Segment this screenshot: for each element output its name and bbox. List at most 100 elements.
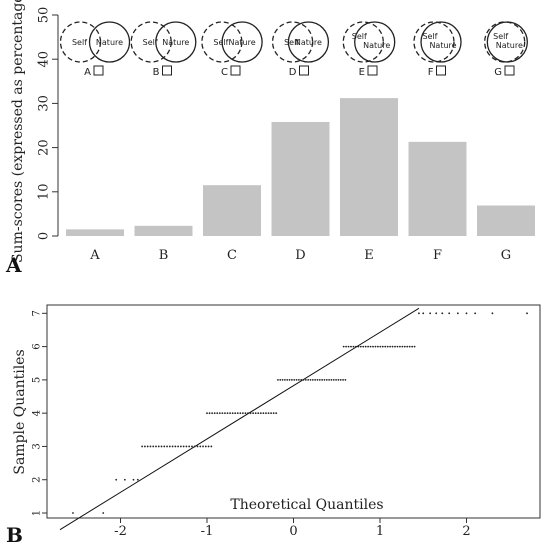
sample-point xyxy=(309,378,312,381)
self-circle xyxy=(484,21,526,63)
self-circle xyxy=(130,21,172,63)
sample-point xyxy=(284,378,286,381)
panel-label-a: A xyxy=(5,253,22,277)
sample-point xyxy=(491,312,494,315)
sample-point xyxy=(163,445,166,448)
sample-point xyxy=(389,345,392,348)
option-checkbox[interactable] xyxy=(93,65,104,76)
x-tick-labels-a: A B C D E F G xyxy=(89,248,511,263)
sample-point xyxy=(342,378,344,381)
panel-b-qq-plot: 1 2 3 4 5 6 7 -2 -1 0 1 2 Theoretical Quantiles Sa… xyxy=(6,304,541,547)
x-tick-label-a: G xyxy=(501,248,511,263)
bar-d xyxy=(271,121,330,236)
y-tick-label-a: 30 xyxy=(37,95,52,112)
sample-point xyxy=(328,378,331,381)
sample-point xyxy=(146,445,149,448)
nature-label: Nature xyxy=(429,41,456,50)
self-label: Self xyxy=(72,38,87,47)
sample-point xyxy=(381,345,384,348)
nature-label: Nature xyxy=(162,38,189,47)
sample-point xyxy=(325,378,328,381)
self-circle xyxy=(271,21,314,63)
sample-point xyxy=(335,378,337,381)
sample-point xyxy=(188,445,191,448)
nature-circle xyxy=(221,21,263,63)
sample-point xyxy=(304,378,307,381)
nature-circle xyxy=(287,21,330,63)
sample-point xyxy=(465,312,468,315)
sample-point xyxy=(311,378,314,381)
sample-point xyxy=(174,445,177,448)
sample-point xyxy=(259,412,262,415)
option-checkbox[interactable] xyxy=(299,65,309,76)
sample-point xyxy=(330,378,333,381)
sample-point xyxy=(359,345,362,348)
sample-point xyxy=(208,412,211,415)
sample-point xyxy=(526,312,528,315)
y-axis-title-b: Sample Quantiles xyxy=(12,349,28,474)
option-checkbox[interactable] xyxy=(162,65,172,76)
venn-icon-c: Self Nature C xyxy=(201,21,263,78)
sample-point xyxy=(254,412,257,415)
y-axis-title-a: Sum-scores (expressed as percentage) xyxy=(10,0,26,263)
option-checkbox[interactable] xyxy=(436,65,446,76)
y-tick-label-b: 4 xyxy=(32,410,43,416)
sample-point xyxy=(160,445,163,448)
sample-point xyxy=(236,412,239,415)
x-tick-label-b: -2 xyxy=(114,524,127,539)
sample-point xyxy=(168,445,171,448)
sample-point xyxy=(247,412,249,415)
self-circle xyxy=(59,21,102,63)
sample-point xyxy=(144,445,146,448)
sample-point xyxy=(141,445,144,448)
sample-point xyxy=(211,412,214,415)
sample-point xyxy=(166,445,168,448)
bar-c xyxy=(203,185,261,236)
x-tick-label-b: 0 xyxy=(289,524,297,539)
sample-point xyxy=(418,312,420,315)
sample-point xyxy=(367,345,370,348)
self-label: Self xyxy=(422,32,437,41)
sample-point xyxy=(347,345,350,348)
sample-point xyxy=(391,345,394,348)
sample-point xyxy=(352,345,355,348)
sample-point xyxy=(257,412,260,415)
sample-point xyxy=(297,378,300,381)
sample-point xyxy=(157,445,160,448)
sample-point xyxy=(210,445,213,448)
sample-point xyxy=(207,445,210,448)
sample-point xyxy=(345,345,348,348)
sample-point xyxy=(272,412,275,415)
sample-point xyxy=(191,445,193,448)
x-tick-label-a: F xyxy=(433,248,442,263)
sample-point xyxy=(204,445,207,448)
nature-circle xyxy=(88,21,131,63)
sample-point xyxy=(342,345,345,348)
x-tick-label-b: 2 xyxy=(462,524,470,539)
option-checkbox[interactable] xyxy=(504,65,515,76)
sample-point xyxy=(339,378,342,381)
sample-point xyxy=(307,378,310,381)
sample-point xyxy=(295,378,298,381)
y-tick-label-a: 50 xyxy=(37,7,52,24)
option-letter: C xyxy=(221,67,228,78)
option-checkbox[interactable] xyxy=(230,65,241,76)
sample-point xyxy=(234,412,237,415)
sample-point xyxy=(302,378,305,381)
panel-label-b: B xyxy=(6,523,23,547)
sample-point xyxy=(316,378,319,381)
option-letter: G xyxy=(494,67,502,78)
sample-point xyxy=(314,378,317,381)
x-tick-label-a: E xyxy=(364,248,374,263)
plot-frame-b xyxy=(46,304,541,519)
sample-point xyxy=(265,412,267,415)
self-circle xyxy=(342,21,384,63)
sample-point xyxy=(252,412,255,415)
bar-g xyxy=(477,205,535,236)
option-checkbox[interactable] xyxy=(367,65,378,76)
sample-point xyxy=(372,345,374,348)
sample-point xyxy=(115,478,118,481)
